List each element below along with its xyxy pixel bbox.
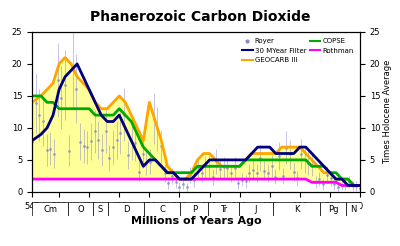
Bar: [320, 202, 346, 216]
X-axis label: Millions of Years Ago: Millions of Years Ago: [131, 216, 261, 226]
Text: Cm: Cm: [43, 205, 57, 214]
Text: Phanerozoic Carbon Dioxide: Phanerozoic Carbon Dioxide: [90, 10, 310, 24]
Bar: [93, 202, 108, 216]
Text: D: D: [123, 205, 129, 214]
Bar: [32, 202, 68, 216]
Text: O: O: [77, 205, 84, 214]
Y-axis label: Times Holocene Average: Times Holocene Average: [383, 60, 392, 164]
Text: S: S: [98, 205, 103, 214]
Text: Tr: Tr: [220, 205, 227, 214]
Text: P: P: [192, 205, 197, 214]
Bar: [273, 202, 320, 216]
Text: Pg: Pg: [328, 205, 338, 214]
Bar: [180, 202, 208, 216]
Bar: [108, 202, 144, 216]
Bar: [68, 202, 93, 216]
Bar: [208, 202, 239, 216]
Bar: [144, 202, 180, 216]
Text: N: N: [350, 205, 356, 214]
Bar: [346, 202, 360, 216]
Text: J: J: [255, 205, 257, 214]
Text: C: C: [159, 205, 165, 214]
Bar: [239, 202, 273, 216]
Legend: Royer, 30 MYear Filter, GEOCARB III, COPSE, Rothman: Royer, 30 MYear Filter, GEOCARB III, COP…: [240, 35, 356, 66]
Text: K: K: [294, 205, 299, 214]
